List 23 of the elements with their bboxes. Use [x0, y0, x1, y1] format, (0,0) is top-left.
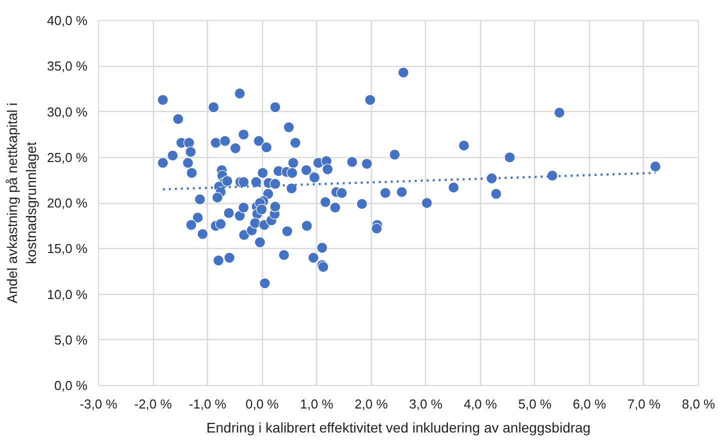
x-tick-label: -3,0 %: [80, 396, 118, 412]
x-tick-label: -2,0 %: [134, 396, 172, 412]
x-tick-label: -1,0 %: [188, 396, 227, 412]
x-tick-label: 5,0 %: [518, 396, 552, 412]
y-tick-label: 35,0 %: [47, 58, 88, 74]
y-tick-label: 30,0 %: [47, 104, 88, 120]
y-tick-label: 15,0 %: [47, 241, 88, 256]
x-tick-label: 4,0 %: [464, 396, 498, 412]
y-tick-label: 5,0 %: [54, 332, 88, 348]
x-tick-label: 0,0 %: [246, 396, 280, 412]
x-tick-label: 3,0 %: [409, 396, 443, 412]
x-tick-label: 2,0 %: [354, 396, 388, 412]
x-tick-label: 1,0 %: [300, 396, 334, 412]
y-axis-title: Andel avkastning på nettkapital i kostnadsgrunnlaget: [4, 102, 40, 304]
y-tick-label: 0,0 %: [54, 378, 88, 393]
x-axis-title: Endring i kalibrert effektivitet ved inkludering av anleggsbidrag: [206, 420, 591, 436]
x-tick-label: 6,0 %: [572, 396, 606, 412]
y-tick-label: 25,0 %: [47, 150, 88, 165]
x-tick-label: 7,0 %: [627, 396, 662, 412]
y-tick-label: 20,0 %: [47, 196, 88, 210]
x-tick-label: 8,0 %: [682, 396, 716, 412]
y-tick-label: 40,0 %: [47, 13, 88, 28]
y-tick-label: 10,0 %: [47, 286, 88, 302]
